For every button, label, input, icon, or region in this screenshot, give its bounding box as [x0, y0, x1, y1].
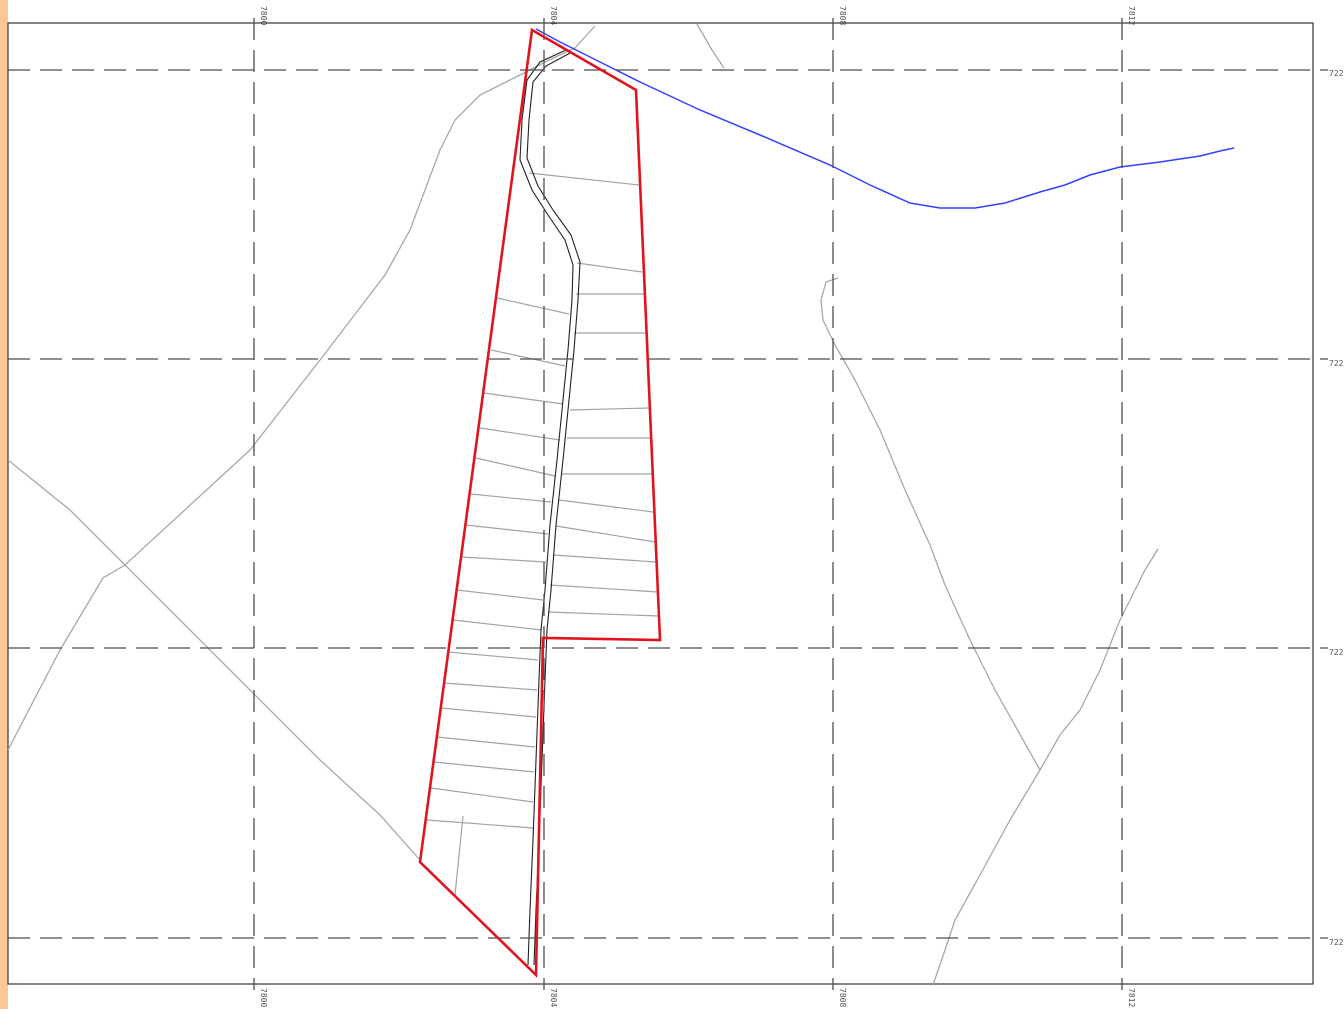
terrain-line-3	[696, 23, 725, 69]
y-label-right-1: 722	[1329, 69, 1344, 78]
road-edge-east	[526, 51, 581, 966]
terrain-line-2	[7, 459, 421, 861]
x-label-top-3: 7808	[838, 6, 847, 25]
x-label-bottom-4: 7812	[1127, 988, 1136, 1007]
x-label-top-1: 7800	[259, 6, 268, 25]
y-label-right-2: 722	[1329, 359, 1344, 368]
x-label-bottom-3: 7808	[838, 988, 847, 1007]
y-label-right-4: 722	[1329, 938, 1344, 947]
road-edge-west	[519, 49, 574, 966]
x-label-bottom-2: 7804	[549, 988, 558, 1007]
side-strip	[0, 0, 8, 1009]
x-label-top-2: 7804	[549, 6, 558, 25]
access-road	[519, 49, 581, 966]
parcel-boundary[interactable]	[418, 27, 662, 979]
terrain-line-5	[932, 548, 1159, 986]
river	[535, 28, 1235, 209]
dashed-grid	[8, 18, 1328, 990]
x-label-top-4: 7812	[1127, 6, 1136, 25]
x-label-bottom-1: 7800	[259, 988, 268, 1007]
y-label-right-3: 722	[1329, 648, 1344, 657]
terrain-line-1	[7, 25, 596, 751]
grid-labels: 7800 7804 7808 7812 7800 7804 7808 7812 …	[259, 6, 1344, 1007]
map-frame	[7, 22, 1314, 985]
lot-subdivision-lines	[426, 172, 660, 896]
terrain-lines	[7, 23, 1159, 986]
terrain-line-4	[820, 277, 1041, 771]
